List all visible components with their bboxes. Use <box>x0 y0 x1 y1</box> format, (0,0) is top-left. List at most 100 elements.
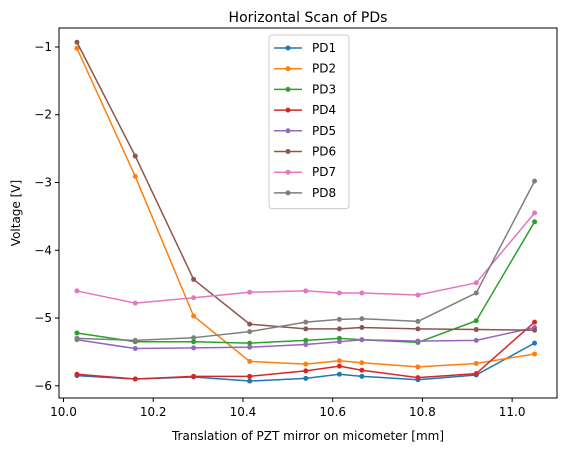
data-point-pd7 <box>359 290 365 296</box>
data-point-pd3 <box>532 219 538 225</box>
legend-label: PD6 <box>312 145 336 159</box>
data-point-pd6 <box>303 326 309 332</box>
data-point-pd6 <box>415 326 421 332</box>
data-point-pd6 <box>132 153 138 159</box>
data-point-pd5 <box>132 346 138 352</box>
legend-item-pd8: PD8 <box>274 186 336 200</box>
data-point-pd4 <box>473 371 479 377</box>
data-point-pd5 <box>247 344 253 350</box>
data-point-pd5 <box>359 337 365 343</box>
data-point-pd3 <box>74 330 80 336</box>
data-point-pd8 <box>359 316 365 322</box>
legend-item-pd4: PD4 <box>274 103 336 117</box>
data-point-pd4 <box>532 319 538 325</box>
legend-label: PD8 <box>312 186 336 200</box>
legend: PD1 PD2 PD3 PD4 PD5 PD6 PD7 PD8 <box>268 34 350 210</box>
x-tick-label: 10.4 <box>230 405 257 419</box>
data-point-pd4 <box>336 363 342 369</box>
legend-item-pd6: PD6 <box>274 145 336 159</box>
data-point-pd8 <box>532 178 538 184</box>
y-tick-label: −5 <box>34 311 52 325</box>
legend-item-pd2: PD2 <box>274 62 336 76</box>
data-point-pd8 <box>132 337 138 343</box>
data-point-pd1 <box>303 375 309 381</box>
data-point-pd8 <box>191 335 197 341</box>
series-pd6 <box>74 39 538 333</box>
data-point-pd4 <box>415 375 421 381</box>
data-point-pd2 <box>532 351 538 357</box>
data-point-pd4 <box>74 371 80 377</box>
legend-label: PD7 <box>312 165 336 179</box>
data-point-pd4 <box>303 368 309 374</box>
data-point-pd6 <box>74 39 80 45</box>
data-point-pd1 <box>359 373 365 379</box>
data-point-pd8 <box>336 316 342 322</box>
series-line-pd7 <box>76 212 536 304</box>
data-point-pd4 <box>247 373 253 379</box>
data-point-pd5 <box>191 345 197 351</box>
legend-marker <box>285 107 291 113</box>
series-line-pd5 <box>76 326 535 350</box>
series-pd5 <box>74 325 538 352</box>
y-tick-label: −4 <box>34 243 52 257</box>
x-tick-label: 11.0 <box>499 405 526 419</box>
data-point-pd7 <box>415 292 421 298</box>
legend-box <box>268 34 350 210</box>
data-point-pd2 <box>415 364 421 370</box>
y-tick-label: −2 <box>34 108 52 122</box>
series-line-pd2 <box>76 48 535 368</box>
data-point-pd6 <box>336 326 342 332</box>
data-point-pd8 <box>473 290 479 296</box>
legend-marker <box>285 169 291 175</box>
data-point-pd7 <box>132 300 138 306</box>
data-point-pd6 <box>473 327 479 333</box>
data-point-pd3 <box>473 318 479 324</box>
data-point-pd2 <box>303 361 309 367</box>
legend-label: PD1 <box>312 41 336 55</box>
data-point-pd7 <box>473 280 479 286</box>
legend-item-pd1: PD1 <box>274 41 336 55</box>
series-line-pd6 <box>76 41 535 331</box>
data-point-pd6 <box>191 276 197 282</box>
data-point-pd7 <box>303 288 309 294</box>
data-point-pd7 <box>247 289 253 295</box>
y-tick-label: −3 <box>34 176 52 190</box>
series-line-pd4 <box>76 321 536 380</box>
data-point-pd5 <box>473 337 479 343</box>
data-point-pd6 <box>247 321 253 327</box>
data-point-pd2 <box>191 313 197 319</box>
legend-label: PD2 <box>312 62 336 76</box>
data-point-pd3 <box>247 340 253 346</box>
data-point-pd2 <box>359 360 365 366</box>
legend-label: PD3 <box>312 82 336 96</box>
legend-marker <box>285 86 291 92</box>
data-point-pd5 <box>303 341 309 347</box>
plot-lines <box>74 39 538 384</box>
data-point-pd8 <box>247 329 253 335</box>
x-axis-label: Translation of PZT mirror on micometer [… <box>171 429 444 443</box>
x-tick-label: 10.6 <box>319 405 346 419</box>
legend-label: PD5 <box>312 124 336 138</box>
series-line-pd3 <box>76 221 536 344</box>
chart-title: Horizontal Scan of PDs <box>229 10 388 26</box>
legend-item-pd3: PD3 <box>274 82 336 96</box>
data-point-pd1 <box>532 340 538 346</box>
legend-marker <box>285 45 291 51</box>
series-pd8 <box>74 178 538 343</box>
legend-item-pd5: PD5 <box>274 124 336 138</box>
y-tick-label: −6 <box>34 379 52 393</box>
data-point-pd7 <box>532 210 538 216</box>
legend-label: PD4 <box>312 103 336 117</box>
x-tick-label: 10.8 <box>409 405 436 419</box>
data-point-pd4 <box>132 376 138 382</box>
legend-marker <box>285 190 291 196</box>
y-tick-label: −1 <box>34 40 52 54</box>
data-point-pd3 <box>191 339 197 345</box>
x-tick-label: 10.2 <box>140 405 167 419</box>
data-point-pd7 <box>74 288 80 294</box>
data-point-pd6 <box>359 325 365 331</box>
data-point-pd4 <box>359 367 365 373</box>
series-pd4 <box>74 319 538 382</box>
legend-marker <box>285 149 291 154</box>
